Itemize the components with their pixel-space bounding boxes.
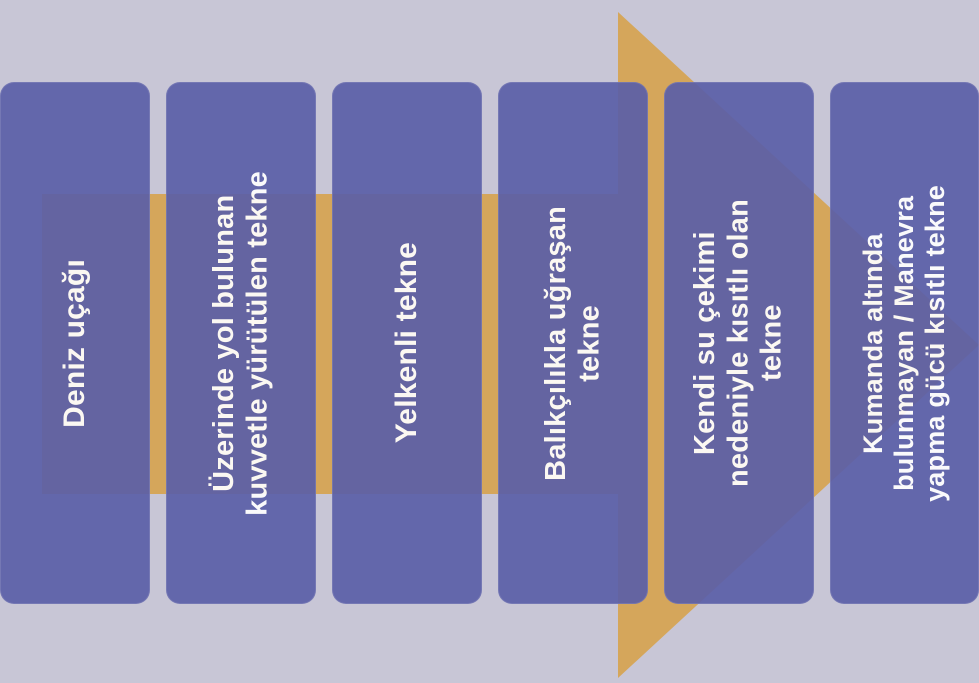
process-step-label: Yelkenli tekne [390,242,425,443]
process-step: Balıkçılıkla uğraşan tekne [498,82,648,604]
process-step-label: Kendi su çekimi nedeniyle kısıtlı olan t… [689,199,789,487]
process-step: Kendi su çekimi nedeniyle kısıtlı olan t… [664,82,814,604]
diagram-stage: Deniz uçağı Üzerinde yol bulunan kuvvetle… [0,0,979,683]
process-step: Üzerinde yol bulunan kuvvetle yürütülen … [166,82,316,604]
process-step: Yelkenli tekne [332,82,482,604]
process-step-label: Üzerinde yol bulunan kuvvetle yürütülen … [208,171,275,516]
process-step-label: Balıkçılıkla uğraşan tekne [540,206,607,481]
process-step-label: Kumanda altında bulunmayan / Manevra yap… [858,185,951,502]
process-step: Kumanda altında bulunmayan / Manevra yap… [830,82,979,604]
process-step-label: Deniz uçağı [58,259,93,428]
process-step: Deniz uçağı [0,82,150,604]
